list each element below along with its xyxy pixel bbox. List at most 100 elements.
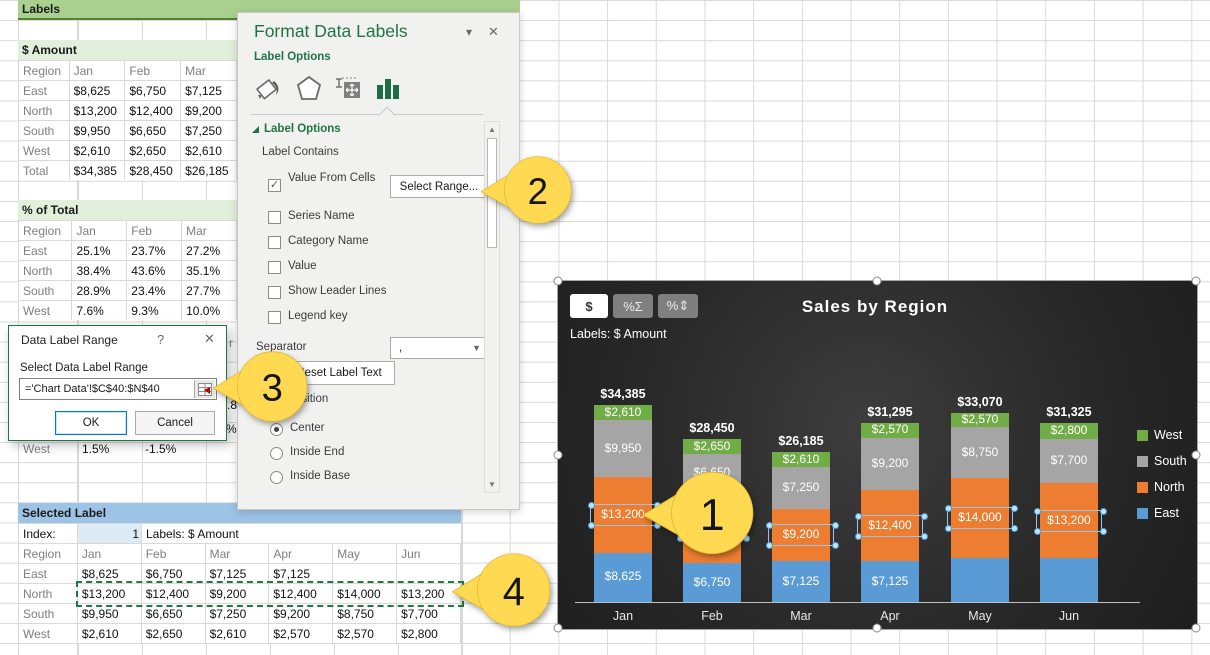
- checkbox-label[interactable]: Value: [288, 260, 317, 272]
- separator-dropdown[interactable]: , ▼: [390, 337, 488, 359]
- chart-resize-handle[interactable]: [553, 450, 563, 460]
- cell[interactable]: East: [18, 563, 78, 584]
- data-label[interactable]: $2,570: [871, 422, 909, 437]
- cell[interactable]: 23.7%: [126, 240, 183, 261]
- cell[interactable]: $28,450: [124, 160, 182, 180]
- data-label[interactable]: $7,125: [782, 573, 820, 588]
- bar-segment-west-apr[interactable]: [861, 422, 919, 438]
- radio-label[interactable]: Inside Base: [290, 470, 351, 482]
- label-selection-handle[interactable]: [588, 501, 595, 509]
- data-label-selection-box[interactable]: [766, 521, 839, 549]
- header-cell[interactable]: Mar: [180, 60, 237, 81]
- cell[interactable]: $9,200: [204, 583, 270, 604]
- checkbox-category-name[interactable]: [268, 236, 281, 249]
- chart-title[interactable]: Sales by Region: [801, 297, 949, 316]
- cell[interactable]: $2,610: [204, 623, 270, 644]
- cell[interactable]: Total: [18, 160, 70, 180]
- label-selection-handle[interactable]: [945, 524, 952, 532]
- data-label[interactable]: $13,200: [1047, 512, 1091, 527]
- label-options-section-header[interactable]: Label Options: [252, 123, 341, 135]
- chart-resize-handle[interactable]: [1191, 276, 1201, 286]
- radio-label[interactable]: Inside End: [290, 446, 345, 458]
- cell[interactable]: 7.6%: [71, 300, 128, 320]
- checkbox-show-leader-lines[interactable]: [268, 286, 281, 299]
- fill-line-icon[interactable]: [252, 73, 282, 108]
- cell[interactable]: 23.4%: [126, 280, 183, 301]
- bar-segment-south-may[interactable]: [951, 427, 1009, 478]
- label-selection-handle[interactable]: [1011, 504, 1018, 512]
- cell[interactable]: North: [18, 100, 70, 121]
- checkbox-series-name[interactable]: [268, 211, 281, 224]
- empty-cell[interactable]: [269, 523, 462, 544]
- selected-label-table[interactable]: Region Jan Feb Mar Apr May Jun East $8,625 $6,750…: [18, 543, 461, 644]
- cell[interactable]: South: [18, 280, 73, 301]
- data-label[interactable]: $7,700: [1050, 452, 1088, 467]
- radio-center[interactable]: [270, 423, 283, 436]
- radio-inside-base[interactable]: [270, 471, 283, 484]
- total-label[interactable]: $34,385: [600, 387, 646, 402]
- data-label[interactable]: $9,200: [782, 526, 820, 541]
- bar-segment-east-apr[interactable]: [861, 561, 919, 602]
- label-selection-handle[interactable]: [1100, 527, 1107, 535]
- total-label[interactable]: $26,185: [778, 434, 824, 449]
- value-from-cells-label[interactable]: Value From Cells: [288, 172, 376, 184]
- cell[interactable]: 10.0%: [181, 300, 237, 320]
- range-picker-icon[interactable]: [194, 380, 215, 398]
- cell[interactable]: $2,650: [124, 140, 182, 161]
- label-selection-handle[interactable]: [1100, 507, 1107, 515]
- bar-segment-west-may[interactable]: [951, 412, 1009, 428]
- cell[interactable]: $13,200: [76, 583, 142, 604]
- bar-segment-north-jun[interactable]: [1040, 482, 1098, 559]
- cell[interactable]: $7,250: [180, 120, 237, 141]
- amount-table[interactable]: Region Jan Feb Mar East $8,625 $6,750 $7,125 Nor…: [18, 60, 237, 180]
- label-selection-handle[interactable]: [588, 521, 595, 529]
- checkbox-label[interactable]: Show Leader Lines: [288, 285, 387, 297]
- header-cell[interactable]: Jan: [71, 220, 128, 241]
- radio-label[interactable]: Center: [290, 422, 325, 434]
- cell[interactable]: $8,625: [68, 80, 126, 101]
- cell[interactable]: 27.2%: [181, 240, 237, 261]
- category-axis-label[interactable]: Feb: [701, 609, 723, 623]
- cell[interactable]: North: [18, 260, 73, 281]
- header-cell[interactable]: Mar: [204, 543, 270, 564]
- label-selection-handle[interactable]: [855, 512, 862, 520]
- data-label[interactable]: $9,200: [871, 455, 909, 470]
- label-selection-handle[interactable]: [945, 504, 952, 512]
- size-properties-icon[interactable]: [334, 73, 364, 108]
- cell[interactable]: $2,610: [180, 140, 237, 161]
- cell[interactable]: East: [18, 240, 73, 261]
- header-cell[interactable]: Feb: [140, 543, 206, 564]
- header-cell[interactable]: Apr: [268, 543, 334, 564]
- data-label[interactable]: $14,000: [958, 509, 1002, 524]
- header-cell[interactable]: Mar: [181, 220, 237, 241]
- bar-segment-north-apr[interactable]: [861, 490, 919, 562]
- selected-index-row[interactable]: Index: 1 Labels: $ Amount: [18, 523, 462, 544]
- label-selection-handle[interactable]: [921, 512, 928, 520]
- chart-resize-handle[interactable]: [1191, 450, 1201, 460]
- cell[interactable]: 27.7%: [181, 280, 237, 301]
- cell[interactable]: $13,200: [68, 100, 126, 121]
- bar-segment-south-jun[interactable]: [1040, 438, 1098, 483]
- bar-segment-south-apr[interactable]: [861, 437, 919, 491]
- cell[interactable]: 28.9%: [71, 280, 128, 301]
- marching-ants-selection[interactable]: [76, 581, 464, 607]
- data-label[interactable]: $2,610: [604, 404, 642, 419]
- cell[interactable]: $7,125: [180, 80, 237, 101]
- label-selection-handle[interactable]: [766, 521, 773, 529]
- header-cell[interactable]: Feb: [126, 220, 183, 241]
- chart-resize-handle[interactable]: [553, 623, 563, 633]
- category-axis-label[interactable]: Jun: [1058, 609, 1080, 623]
- index-value-cell[interactable]: 1: [77, 523, 142, 544]
- label-selection-handle[interactable]: [921, 532, 928, 540]
- checkbox-value[interactable]: [268, 261, 281, 274]
- cell[interactable]: West: [18, 300, 73, 320]
- cell[interactable]: West: [18, 140, 70, 161]
- data-label[interactable]: $8,625: [604, 569, 642, 584]
- chart-options-icon[interactable]: [374, 73, 404, 108]
- cell[interactable]: $6,650: [140, 603, 206, 624]
- header-cell[interactable]: May: [332, 543, 398, 564]
- data-label[interactable]: $12,400: [868, 517, 912, 532]
- sales-chart[interactable]: $ %Σ %⇕ Labels: $ Amount Sales by Region $…: [553, 276, 1201, 633]
- header-cell[interactable]: Feb: [124, 60, 182, 81]
- category-axis-label[interactable]: May: [968, 609, 992, 623]
